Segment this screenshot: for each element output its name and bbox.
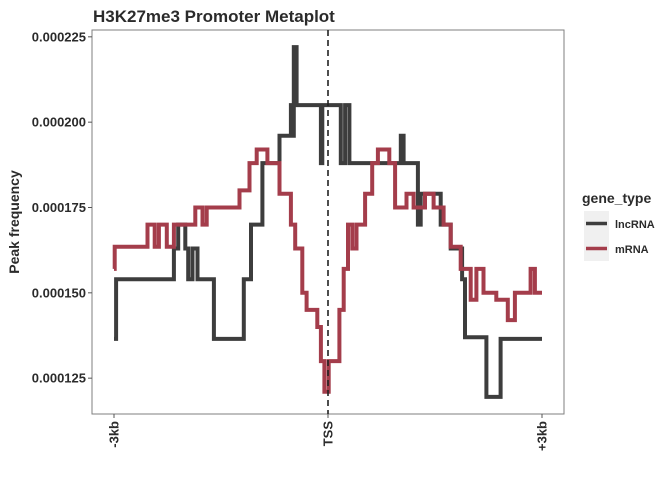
y-axis: 0.000125 0.000150 0.000175 0.000200 0.000225 — [32, 29, 92, 386]
y-tick-label: 0.000175 — [32, 200, 86, 215]
x-tick-label: +3kb — [535, 421, 550, 451]
y-tick-label: 0.000125 — [32, 371, 86, 386]
x-tick-label: TSS — [321, 421, 336, 447]
y-tick-label: 0.000200 — [32, 115, 86, 130]
series-line-mrna — [112, 147, 542, 394]
y-axis-label: Peak frequency — [6, 170, 22, 274]
legend-label-lncrna: lncRNA — [615, 219, 655, 231]
chart-title: H3K27me3 Promoter Metaplot — [93, 7, 335, 26]
legend-label-mrna: mRNA — [615, 244, 649, 256]
y-tick-label: 0.000225 — [32, 29, 86, 44]
x-tick-label: -3kb — [107, 421, 122, 448]
legend-title: gene_type — [582, 190, 651, 206]
x-axis: -3kb TSS +3kb — [107, 414, 550, 451]
legend: gene_type lncRNA mRNA — [582, 190, 655, 261]
series-layer — [112, 45, 542, 399]
y-tick-label: 0.000150 — [32, 285, 86, 300]
